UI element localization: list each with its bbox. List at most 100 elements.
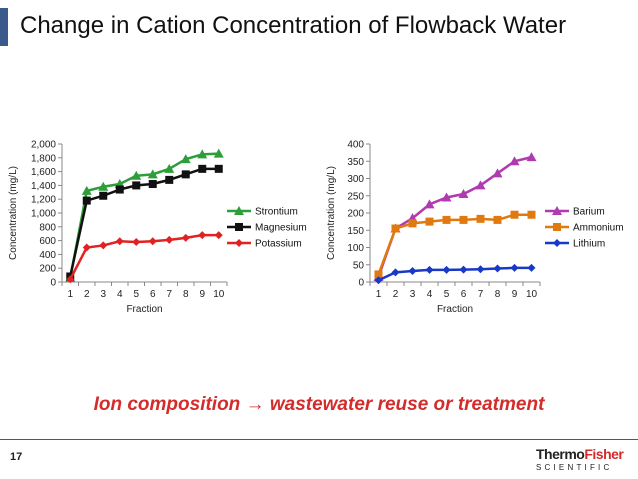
x-tick-label: 10 <box>213 289 225 300</box>
x-axis-title: Fraction <box>437 304 473 315</box>
legend-item-magnesium: Magnesium <box>227 223 307 234</box>
x-tick-label: 5 <box>133 289 139 300</box>
data-point <box>476 214 485 223</box>
x-tick-label: 4 <box>427 289 433 300</box>
series-lithium <box>374 263 536 285</box>
series-line <box>69 152 219 279</box>
legend-marker <box>235 239 243 247</box>
data-point <box>214 231 223 240</box>
data-point <box>442 215 451 224</box>
data-point <box>198 231 207 240</box>
x-tick-label: 8 <box>183 289 189 300</box>
data-point <box>165 235 174 244</box>
data-point <box>148 237 157 246</box>
y-tick-label: 1,400 <box>31 181 56 192</box>
data-point <box>115 237 124 246</box>
series-line <box>377 155 532 278</box>
data-point <box>180 154 191 164</box>
data-point <box>441 192 452 202</box>
chart-svg: 0 50 100 150 200 250 300 350 400 1 2 3 4 5 6 7 8 9 10 Fract… <box>326 140 624 316</box>
y-tick-label: 1,000 <box>31 209 56 220</box>
slide-title: Change in Cation Concentration of Flowba… <box>20 12 567 39</box>
y-tick-label: 1,800 <box>31 153 56 164</box>
x-tick-label: 2 <box>84 289 90 300</box>
data-point <box>214 164 223 173</box>
y-tick-label: 150 <box>347 226 364 237</box>
data-point <box>492 168 503 178</box>
series-barium <box>373 152 537 281</box>
y-tick-label: 0 <box>358 278 364 289</box>
data-point <box>510 263 519 272</box>
y-tick-label: 200 <box>39 264 56 275</box>
series-ammonium <box>374 210 536 279</box>
data-point <box>391 224 400 233</box>
data-point <box>509 156 520 166</box>
legend-marker <box>553 223 561 231</box>
data-point <box>148 180 157 189</box>
legend-label: Barium <box>573 207 605 218</box>
x-tick-label: 3 <box>410 289 416 300</box>
data-point <box>458 189 469 199</box>
data-point <box>408 266 417 275</box>
x-tick-label: 9 <box>199 289 205 300</box>
data-point <box>459 265 468 274</box>
data-point <box>442 265 451 274</box>
y-tick-label: 2,000 <box>31 140 56 151</box>
data-point <box>374 270 383 279</box>
y-tick-label: 0 <box>50 278 56 289</box>
y-axis-title: Concentration (mg/L) <box>326 166 337 260</box>
legend-marker <box>234 206 244 215</box>
footer-divider <box>0 439 638 440</box>
legend-marker <box>553 239 561 247</box>
logo-word-fisher: Fisher <box>584 446 624 462</box>
legend-item-ammonium: Ammonium <box>545 223 624 234</box>
legend-label: Strontium <box>255 207 298 218</box>
y-tick-label: 1,200 <box>31 195 56 206</box>
data-point <box>476 265 485 274</box>
data-point <box>425 265 434 274</box>
data-point <box>132 181 141 190</box>
data-point <box>527 263 536 272</box>
legend-label: Magnesium <box>255 223 307 234</box>
data-point <box>81 185 92 195</box>
legend-label: Potassium <box>255 239 302 250</box>
y-tick-label: 400 <box>39 250 56 261</box>
data-point <box>164 163 175 173</box>
x-tick-label: 1 <box>376 289 382 300</box>
data-point <box>391 268 400 277</box>
tagline: Ion composition → wastewater reuse or tr… <box>93 394 545 415</box>
logo-word-scientific: SCIENTIFIC <box>536 463 613 472</box>
data-point <box>132 237 141 246</box>
page-number: 17 <box>10 451 23 463</box>
data-point <box>98 181 109 191</box>
y-tick-label: 1,600 <box>31 167 56 178</box>
data-point <box>459 215 468 224</box>
x-tick-label: 10 <box>526 289 538 300</box>
legend-item-barium: Barium <box>545 206 605 218</box>
x-axis-title: Fraction <box>126 304 162 315</box>
series-line <box>69 167 219 277</box>
data-point <box>374 276 383 285</box>
data-point <box>510 210 519 219</box>
data-point <box>527 210 536 219</box>
y-tick-label: 600 <box>39 236 56 247</box>
data-point <box>181 233 190 242</box>
data-point <box>115 185 124 194</box>
y-tick-label: 350 <box>347 157 364 168</box>
series-magnesium <box>66 164 223 281</box>
data-point <box>131 170 142 180</box>
thermo-fisher-logo: ThermoFisher SCIENTIFIC <box>536 446 632 476</box>
legend-marker <box>552 206 562 215</box>
data-point <box>82 196 91 205</box>
x-tick-label: 3 <box>100 289 106 300</box>
title-bar: Change in Cation Concentration of Flowba… <box>0 0 638 54</box>
logo-word-thermo: Thermo <box>536 446 585 462</box>
series-line <box>69 233 219 280</box>
data-point <box>526 152 537 162</box>
x-tick-label: 6 <box>461 289 467 300</box>
data-point <box>181 170 190 179</box>
series-line <box>377 266 532 282</box>
chart-left: 0 200 400 600 800 1,000 1,200 1,400 1,600 1,800 2,… <box>0 128 318 318</box>
legend-marker <box>235 223 243 231</box>
data-point <box>66 275 75 284</box>
